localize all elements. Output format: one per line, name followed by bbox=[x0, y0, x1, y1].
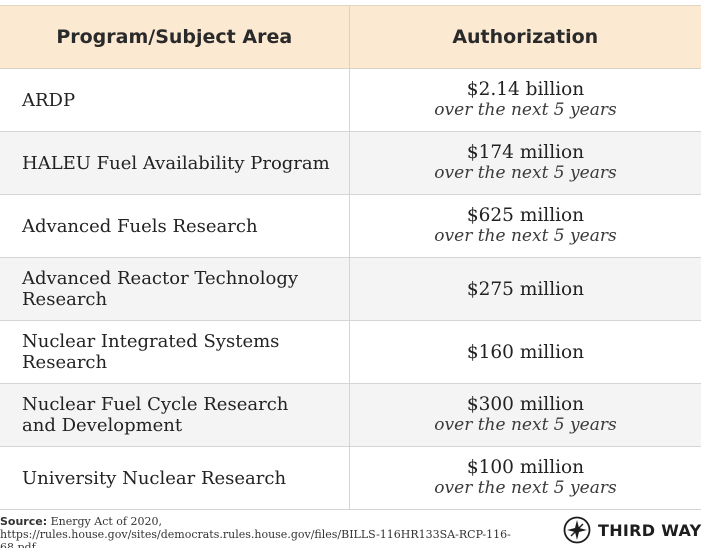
source-label: Source: bbox=[0, 515, 48, 528]
authorization-cell: $100 million over the next 5 years bbox=[349, 447, 701, 509]
program-cell: Nuclear Fuel Cycle Research and Developm… bbox=[22, 394, 289, 436]
compass-star-icon bbox=[563, 516, 591, 544]
program-cell: Advanced Fuels Research bbox=[22, 215, 258, 237]
amount: $160 million bbox=[466, 341, 585, 363]
header-authorization: Authorization bbox=[348, 6, 702, 68]
authorization-cell: $160 million bbox=[349, 321, 701, 383]
amount: $300 million bbox=[466, 394, 585, 415]
program-cell: Advanced Reactor Technology Research bbox=[22, 268, 299, 310]
amount: $275 million bbox=[466, 278, 585, 300]
period: over the next 5 years bbox=[434, 100, 617, 120]
authorization-cell: $275 million bbox=[349, 258, 701, 320]
authorization-cell: $2.14 billion over the next 5 years bbox=[349, 69, 701, 131]
brand-name: THIRD WAY bbox=[598, 520, 702, 540]
amount: $2.14 billion bbox=[466, 79, 585, 100]
table-header: Program/Subject Area Authorization bbox=[0, 5, 701, 69]
period: over the next 5 years bbox=[434, 226, 617, 246]
program-cell: Nuclear Integrated Systems Research bbox=[22, 331, 280, 373]
footer: Source: Energy Act of 2020, https://rule… bbox=[0, 513, 705, 548]
program-cell: HALEU Fuel Availability Program bbox=[22, 152, 330, 174]
source-text: Energy Act of 2020, https://rules.house.… bbox=[0, 515, 511, 548]
authorization-cell: $300 million over the next 5 years bbox=[349, 384, 701, 446]
table-row: ARDP $2.14 billion over the next 5 years bbox=[0, 69, 701, 132]
program-cell: University Nuclear Research bbox=[22, 467, 287, 489]
amount: $100 million bbox=[466, 457, 585, 478]
authorization-cell: $625 million over the next 5 years bbox=[349, 195, 701, 257]
header-program: Program/Subject Area bbox=[56, 26, 293, 48]
brand-logo: THIRD WAY bbox=[563, 515, 702, 545]
table-row: HALEU Fuel Availability Program $174 mil… bbox=[0, 132, 701, 195]
table-row: Nuclear Fuel Cycle Research and Developm… bbox=[0, 384, 701, 447]
authorization-table: Program/Subject Area Authorization ARDP … bbox=[0, 5, 701, 510]
authorization-cell: $174 million over the next 5 years bbox=[349, 132, 701, 194]
period: over the next 5 years bbox=[434, 163, 617, 183]
period: over the next 5 years bbox=[434, 478, 617, 498]
program-cell: ARDP bbox=[22, 89, 76, 111]
table-row: Nuclear Integrated Systems Research $160… bbox=[0, 321, 701, 384]
amount: $625 million bbox=[466, 205, 585, 226]
table-row: Advanced Fuels Research $625 million ove… bbox=[0, 195, 701, 258]
period: over the next 5 years bbox=[434, 415, 617, 435]
source-note: Source: Energy Act of 2020, https://rule… bbox=[0, 515, 520, 548]
table-row: Advanced Reactor Technology Research $27… bbox=[0, 258, 701, 321]
amount: $174 million bbox=[466, 142, 585, 163]
table-row: University Nuclear Research $100 million… bbox=[0, 447, 701, 510]
